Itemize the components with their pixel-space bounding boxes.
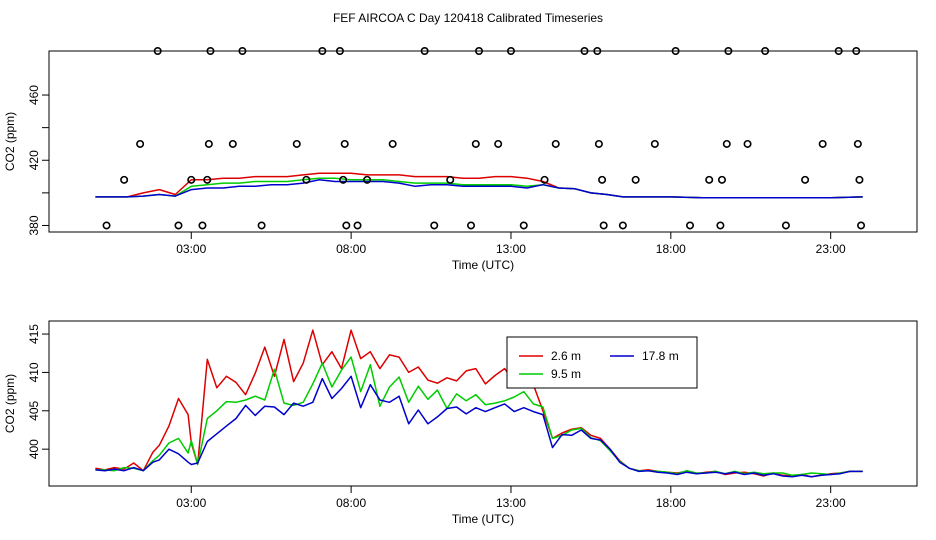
- data-point: [204, 139, 213, 148]
- data-point: [580, 46, 589, 55]
- y-axis-label: CO2 (ppm): [3, 374, 17, 433]
- y-axis-label: CO2 (ppm): [3, 112, 17, 171]
- data-point: [238, 46, 247, 55]
- data-point: [363, 175, 372, 184]
- data-point: [446, 175, 455, 184]
- series-line-2-6-m: [95, 329, 863, 478]
- data-point: [136, 139, 145, 148]
- x-tick-label: 08:00: [336, 496, 366, 510]
- x-tick-label: 03:00: [176, 242, 206, 256]
- x-axis-label: Time (UTC): [452, 512, 514, 526]
- chart-title: FEF AIRCOA C Day 120418 Calibrated Times…: [333, 11, 603, 25]
- data-point: [686, 221, 695, 230]
- plot-frame: [48, 50, 918, 233]
- x-tick-label: 13:00: [496, 496, 526, 510]
- data-point: [340, 139, 349, 148]
- data-point: [717, 175, 726, 184]
- data-point: [353, 221, 362, 230]
- data-point: [475, 46, 484, 55]
- data-point: [187, 175, 196, 184]
- data-point: [671, 46, 680, 55]
- data-point: [506, 46, 515, 55]
- data-point: [302, 175, 311, 184]
- y-tick-label: 400: [27, 439, 41, 459]
- data-point: [705, 175, 714, 184]
- data-point: [257, 221, 266, 230]
- legend-label: 2.6 m: [551, 349, 581, 363]
- data-point: [598, 175, 607, 184]
- bottom-panel: 03:00 08:00 13:00 18:00 23:00 400 405 410 415 Tim…: [3, 320, 918, 526]
- data-point: [834, 46, 843, 55]
- data-point: [855, 175, 864, 184]
- legend-box: [506, 336, 698, 389]
- y-tick-label: 405: [27, 400, 41, 420]
- data-point: [818, 139, 827, 148]
- data-point: [174, 221, 183, 230]
- data-point: [761, 46, 770, 55]
- data-point: [618, 221, 627, 230]
- data-point: [593, 46, 602, 55]
- data-point: [852, 46, 861, 55]
- data-point: [724, 46, 733, 55]
- x-tick-label: 18:00: [656, 496, 686, 510]
- data-point: [467, 221, 476, 230]
- x-tick-label: 23:00: [816, 496, 846, 510]
- x-tick-label: 13:00: [496, 242, 526, 256]
- legend-label: 17.8 m: [642, 349, 679, 363]
- x-axis-label: Time (UTC): [452, 258, 514, 272]
- data-point: [801, 175, 810, 184]
- data-point: [120, 175, 129, 184]
- data-point: [339, 175, 348, 184]
- data-point: [342, 221, 351, 230]
- data-point: [722, 139, 731, 148]
- x-tick-label: 18:00: [656, 242, 686, 256]
- data-point: [292, 139, 301, 148]
- plot-frame: [48, 320, 918, 487]
- legend-label: 9.5 m: [551, 367, 581, 381]
- data-point: [857, 221, 866, 230]
- x-tick-label: 23:00: [816, 242, 846, 256]
- x-tick-label: 08:00: [336, 242, 366, 256]
- y-tick-label: 380: [27, 215, 41, 235]
- data-point: [494, 139, 503, 148]
- data-point: [206, 46, 215, 55]
- data-point: [519, 221, 528, 230]
- y-tick-label: 420: [27, 150, 41, 170]
- data-point: [318, 46, 327, 55]
- data-point: [551, 139, 560, 148]
- data-point: [781, 221, 790, 230]
- series-line-17-8-m: [95, 179, 863, 199]
- data-point: [198, 221, 207, 230]
- data-point: [716, 221, 725, 230]
- data-point: [540, 175, 549, 184]
- data-point: [203, 175, 212, 184]
- data-point: [430, 221, 439, 230]
- data-point: [228, 139, 237, 148]
- data-point: [743, 139, 752, 148]
- y-tick-label: 415: [27, 324, 41, 344]
- data-point: [153, 46, 162, 55]
- data-point: [471, 139, 480, 148]
- series-line-17-8-m: [95, 375, 863, 478]
- data-point: [599, 221, 608, 230]
- y-tick-label: 460: [27, 85, 41, 105]
- data-point: [102, 221, 111, 230]
- data-point: [853, 139, 862, 148]
- top-panel: 03:00 08:00 13:00 18:00 23:00 380 420 460 Time (…: [3, 46, 918, 272]
- data-point: [594, 139, 603, 148]
- data-point: [631, 175, 640, 184]
- x-tick-label: 03:00: [176, 496, 206, 510]
- data-point: [420, 46, 429, 55]
- data-point: [650, 139, 659, 148]
- data-point: [335, 46, 344, 55]
- data-point: [388, 139, 397, 148]
- y-tick-label: 410: [27, 362, 41, 382]
